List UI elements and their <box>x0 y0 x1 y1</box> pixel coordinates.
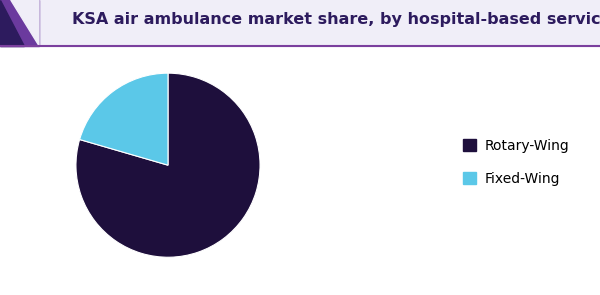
Legend: Rotary-Wing, Fixed-Wing: Rotary-Wing, Fixed-Wing <box>457 133 575 191</box>
Wedge shape <box>80 73 168 165</box>
Text: KSA air ambulance market share, by hospital-based service, 2016 (%): KSA air ambulance market share, by hospi… <box>72 12 600 27</box>
Wedge shape <box>76 73 260 257</box>
